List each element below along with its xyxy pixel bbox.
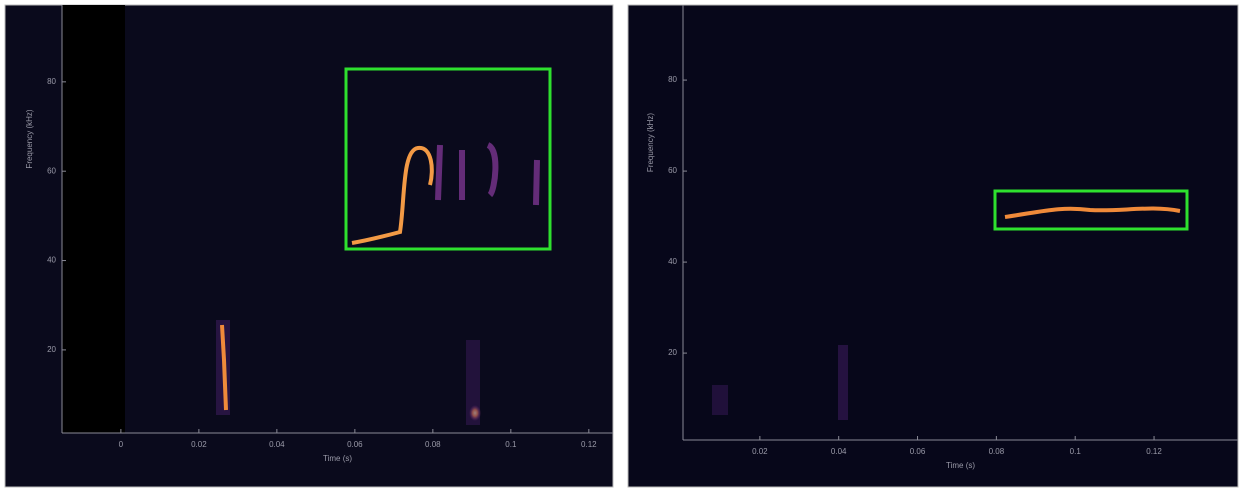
right-panel [628,5,1238,487]
y-tick-label: 60 [47,166,56,175]
y-axis-label: Frequency (kHz) [646,113,655,172]
x-tick-label: 0.02 [752,447,768,456]
left-panel [5,5,613,487]
x-tick-label: 0.08 [425,440,441,449]
x-tick-label: 0.06 [910,447,926,456]
x-tick-label: 0.1 [1070,447,1082,456]
x-tick-label: 0.12 [1146,447,1162,456]
x-tick-label: 0.04 [269,440,285,449]
x-tick-label: 0.12 [581,440,597,449]
x-tick-label: 0.04 [831,447,847,456]
y-tick-label: 20 [668,348,677,357]
figure: 0 0.02 0.04 0.06 0.08 0.1 0.12 20 40 60 80 Time (s)… [0,0,1243,491]
empty-region [62,5,125,433]
x-tick-label: 0.02 [191,440,207,449]
x-axis-label: Time (s) [323,454,352,463]
x-tick-label: 0.06 [347,440,363,449]
y-tick-label: 20 [47,345,56,354]
y-tick-label: 80 [668,75,677,84]
x-axis-label: Time (s) [946,461,975,470]
page: {"chart_data": [ {"type": "spectrogram",… [0,0,1243,491]
y-tick-label: 60 [668,166,677,175]
y-tick-label: 80 [47,77,56,86]
signal [712,385,728,415]
y-axis-label: Frequency (kHz) [25,109,34,168]
x-tick-label: 0 [119,440,124,449]
signal [838,345,848,420]
y-tick-label: 40 [668,257,677,266]
x-tick-label: 0.08 [989,447,1005,456]
y-tick-label: 40 [47,256,56,265]
signal [466,340,480,425]
x-tick-label: 0.1 [505,440,517,449]
